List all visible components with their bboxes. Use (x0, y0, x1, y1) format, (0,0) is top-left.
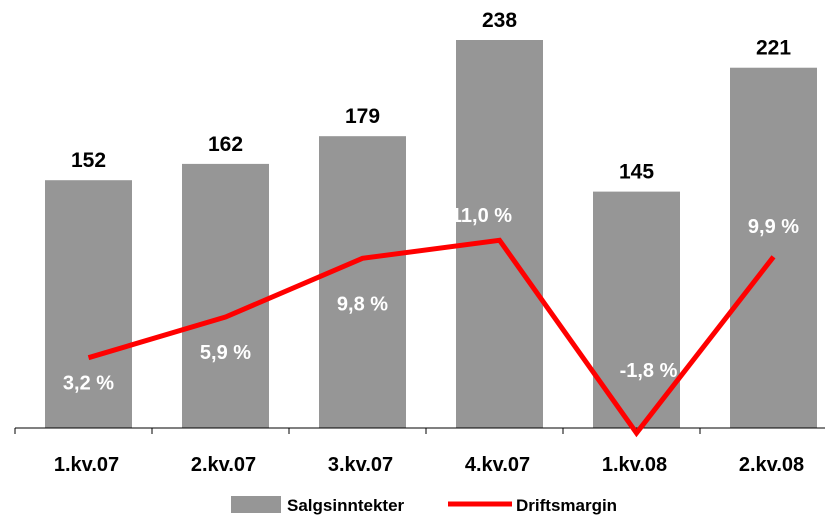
driftsmargin-line (87, 237, 776, 438)
bar-value-labels: 152 162 179 238 145 221 (71, 9, 791, 184)
driftsmargin-value-label: -1,8 % (620, 360, 678, 382)
driftsmargin-value-label: 9,9 % (748, 216, 799, 238)
bar-value-label: 162 (208, 133, 243, 156)
bar-value-label: 179 (345, 105, 380, 128)
category-label: 2.kv.07 (191, 454, 256, 476)
legend-label-driftsmargin: Driftsmargin (516, 496, 617, 515)
legend: Salgsinntekter Driftsmargin (231, 496, 617, 515)
category-label: 1.kv.07 (54, 454, 119, 476)
bar-2.kv.08 (730, 67, 817, 428)
category-labels: 1.kv.07 2.kv.07 3.kv.07 4.kv.07 1.kv.08 2.kv.… (54, 454, 804, 476)
bar-3.kv.07 (319, 136, 406, 428)
category-label: 3.kv.07 (328, 454, 393, 476)
driftsmargin-value-label: 5,9 % (200, 342, 251, 364)
legend-label-salgsinntekter: Salgsinntekter (287, 496, 405, 515)
driftsmargin-value-label: 11,0 % (451, 205, 512, 227)
category-label: 1.kv.08 (602, 454, 667, 476)
legend-swatch-salgsinntekter (231, 496, 281, 513)
bar-value-label: 221 (756, 37, 791, 60)
bar-4.kv.07 (456, 40, 543, 428)
category-label: 2.kv.08 (739, 454, 804, 476)
driftsmargin-value-label: 3,2 % (63, 373, 114, 395)
bar-1.kv.07 (45, 180, 132, 428)
bar-value-label: 145 (619, 161, 654, 184)
category-label: 4.kv.07 (465, 454, 530, 476)
bar-value-label: 152 (71, 149, 106, 172)
bar-2.kv.07 (182, 163, 269, 428)
x-axis-ticks (14, 428, 701, 434)
driftsmargin-value-labels: 3,2 % 5,9 % 9,8 % 11,0 % -1,8 % 9,9 % (63, 205, 799, 394)
driftsmargin-value-label: 9,8 % (337, 293, 388, 315)
bar-value-label: 238 (482, 9, 517, 32)
bars-layer (45, 40, 817, 428)
